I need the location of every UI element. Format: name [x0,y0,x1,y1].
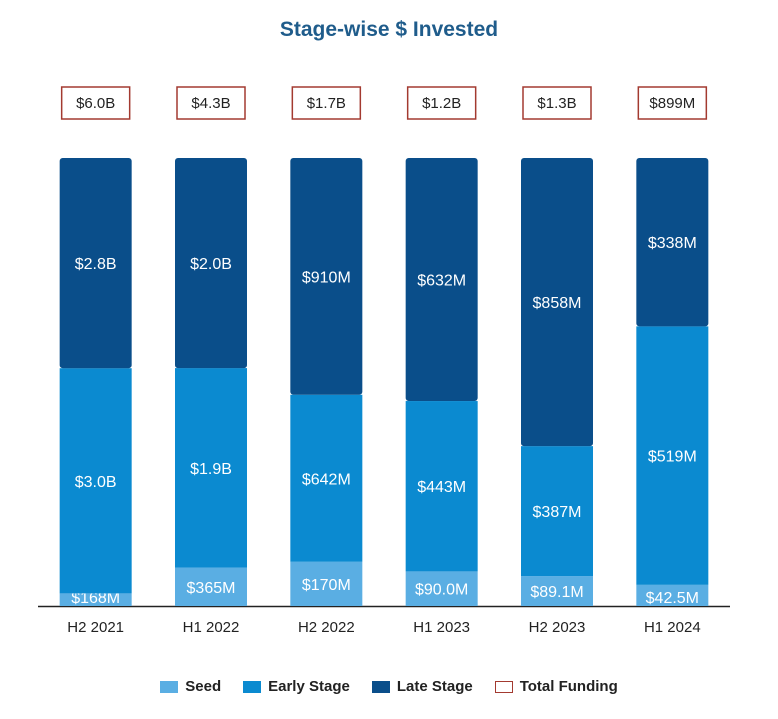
bar-late-stage-h1-2024 [636,158,709,327]
total-box-h1-2023 [406,86,477,120]
total-label-h1-2024: $899M [649,95,695,112]
data-label-seed-h2-2021: $168M [71,590,120,607]
data-label-early-stage-h1-2022: $1.9B [190,461,232,478]
total-label-h2-2022: $1.7B [307,95,346,112]
legend-label-early-stage: Early Stage [268,678,350,695]
data-label-early-stage-h1-2023: $443M [417,479,466,496]
bar-late-stage-h1-2023 [405,158,478,402]
bar-seed-h1-2023 [405,571,478,606]
bar-seed-h1-2024 [636,584,709,606]
data-label-seed-h1-2024: $42.5M [646,590,699,607]
x-tick-label-h1-2023: H1 2023 [413,619,470,636]
data-label-seed-h2-2022: $170M [302,577,351,594]
data-label-late-stage-h2-2023: $858M [533,295,582,312]
data-label-late-stage-h1-2023: $632M [417,273,466,290]
total-label-h2-2021: $6.0B [76,95,115,112]
data-label-seed-h1-2022: $365M [187,580,236,597]
legend-swatch-late-stage [371,680,390,693]
data-label-early-stage-h1-2024: $519M [648,449,697,466]
legend-swatch-seed [160,680,179,693]
data-label-late-stage-h1-2022: $2.0B [190,256,232,273]
total-box-h1-2024 [637,86,708,120]
total-box-h2-2022 [291,86,362,120]
bar-early-stage-h2-2021 [59,368,132,594]
bar-seed-h2-2022 [290,561,363,606]
x-tick-label-h1-2022: H1 2022 [183,619,240,636]
data-label-late-stage-h2-2021: $2.8B [75,256,117,273]
chart-title: Stage-wise $ Invested [279,18,499,41]
x-tick-label-h2-2021: H2 2021 [67,619,124,636]
total-box-h1-2022 [176,86,246,120]
legend-item-early-stage: Early Stage [243,678,350,695]
total-label-h1-2023: $1.2B [422,95,461,112]
x-tick-label-h2-2022: H2 2022 [298,619,355,636]
total-label-h1-2022: $4.3B [191,95,230,112]
data-label-early-stage-h2-2022: $642M [302,471,351,488]
legend-item-seed: Seed [160,678,221,695]
data-label-seed-h2-2023: $89.1M [530,584,583,601]
data-label-seed-h1-2023: $90.0M [415,582,468,599]
legend-label-late-stage: Late Stage [396,678,473,695]
bar-early-stage-h2-2023 [521,446,593,577]
bar-seed-h1-2022 [175,567,247,606]
bar-seed-h2-2021 [59,593,132,606]
bar-late-stage-h2-2022 [290,158,363,395]
bar-seed-h2-2023 [521,576,593,606]
legend-item-total-funding: Total Funding [494,678,618,695]
data-label-early-stage-h2-2023: $387M [533,504,582,521]
bar-early-stage-h1-2023 [405,401,478,572]
total-label-h2-2023: $1.3B [537,95,576,112]
legend-swatch-total-funding [494,680,513,693]
bar-late-stage-h2-2021 [59,158,132,369]
legend-label-seed: Seed [185,678,222,695]
bar-late-stage-h2-2023 [521,158,593,447]
data-label-late-stage-h1-2024: $338M [648,235,697,252]
legend-label-total-funding: Total Funding [519,678,618,695]
bar-early-stage-h1-2024 [636,326,709,585]
bar-late-stage-h1-2022 [175,158,247,369]
total-box-h2-2023 [522,86,592,120]
data-label-early-stage-h2-2021: $3.0B [75,474,117,491]
total-box-h2-2021 [60,86,131,120]
data-label-late-stage-h2-2022: $910M [302,269,351,286]
bar-early-stage-h1-2022 [175,368,247,568]
legend: Seed Early Stage Late Stage Total Fundin… [0,678,778,695]
bar-early-stage-h2-2022 [290,394,363,562]
legend-item-late-stage: Late Stage [371,678,473,695]
legend-swatch-early-stage [243,680,262,693]
x-tick-label-h2-2023: H2 2023 [529,619,586,636]
x-tick-label-h1-2024: H1 2024 [644,619,701,636]
